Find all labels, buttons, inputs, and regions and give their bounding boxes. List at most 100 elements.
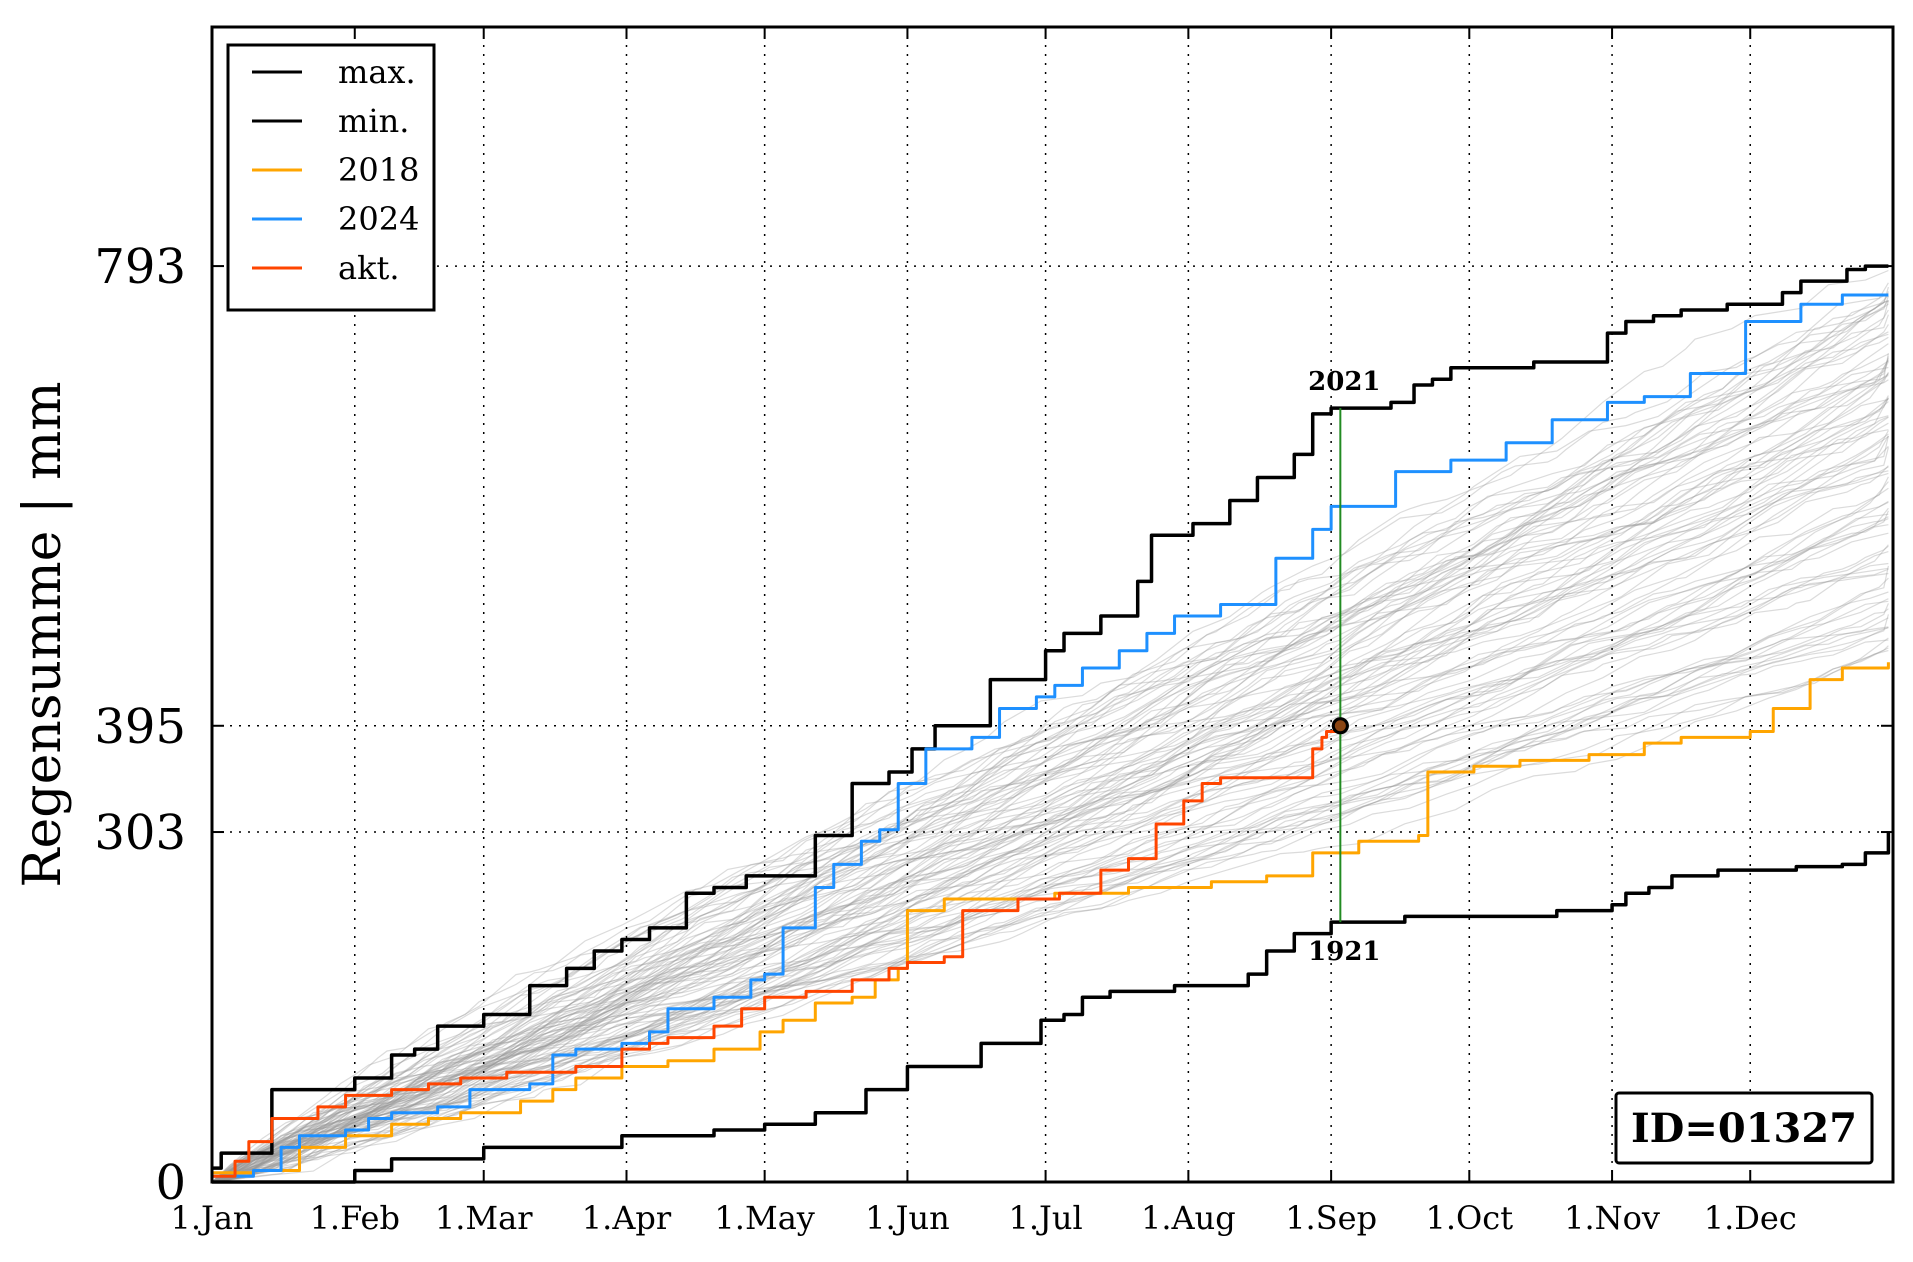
series-line-2024 (212, 293, 1889, 1178)
background-line (211, 300, 1889, 1183)
background-line (211, 366, 1889, 1183)
y-tick-label: 793 (94, 239, 186, 295)
background-line (211, 372, 1889, 1183)
id-box-frame (1614, 1091, 1874, 1165)
background-line (211, 269, 1889, 1183)
background-line (211, 374, 1889, 1183)
background-line (211, 372, 1889, 1183)
background-line (211, 647, 1889, 1183)
legend-entry-label: max. (338, 53, 416, 91)
background-line (211, 626, 1889, 1183)
legend-entry-label: akt. (338, 249, 400, 287)
background-line (211, 501, 1889, 1183)
x-tick-label: 1.Mar (435, 1199, 533, 1237)
background-line (211, 465, 1889, 1183)
background-line (211, 617, 1889, 1183)
y-tick-label: 0 (155, 1155, 186, 1211)
series-lines (212, 264, 1891, 1184)
background-line (211, 524, 1889, 1183)
background-line (211, 447, 1889, 1183)
background-line (211, 331, 1889, 1183)
legend-entry-label: 2018 (338, 151, 419, 189)
background-line (211, 291, 1889, 1183)
background-line (211, 295, 1889, 1183)
background-line (211, 379, 1889, 1183)
background-line (211, 551, 1889, 1183)
background-line (211, 415, 1889, 1183)
background-line (211, 567, 1889, 1183)
x-tick-label: 1.Sep (1285, 1199, 1377, 1237)
background-line (211, 359, 1889, 1183)
background-line (211, 398, 1889, 1183)
background-line (211, 476, 1889, 1183)
annotation-label: 1921 (1308, 937, 1380, 967)
background-line (211, 300, 1889, 1183)
background-history-lines (211, 269, 1889, 1183)
y-tick-label: 303 (94, 805, 186, 861)
background-line (211, 309, 1889, 1183)
id-box: ID=01327 (1614, 1091, 1874, 1165)
background-line (211, 627, 1889, 1183)
background-line (211, 532, 1889, 1183)
annotation-group: 2021 1921 (1308, 367, 1380, 967)
background-line (211, 333, 1889, 1183)
background-line (211, 470, 1889, 1183)
background-line (211, 360, 1889, 1183)
x-tick-label: 1.Jun (865, 1199, 950, 1237)
id-label: ID=01327 (1631, 1105, 1857, 1152)
background-line (211, 356, 1889, 1183)
x-tick-label: 1.Nov (1564, 1199, 1660, 1237)
background-line (211, 650, 1889, 1183)
background-line (211, 433, 1889, 1183)
highlight-marker (1331, 717, 1349, 735)
background-line (211, 545, 1889, 1183)
background-line (211, 358, 1889, 1183)
background-line (211, 645, 1889, 1183)
series-line-2018 (212, 662, 1890, 1175)
background-line (211, 353, 1889, 1183)
background-line (211, 435, 1889, 1183)
background-line (211, 518, 1889, 1183)
background-line (211, 299, 1889, 1183)
background-line (211, 361, 1889, 1183)
x-tick-label: 1.Jan (170, 1199, 253, 1237)
annotation-label: 2021 (1308, 367, 1380, 397)
background-line (211, 472, 1889, 1183)
background-line (211, 466, 1889, 1183)
background-line (211, 314, 1889, 1183)
background-line (211, 286, 1889, 1183)
background-line (211, 572, 1889, 1183)
x-tick-label: 1.May (714, 1199, 814, 1237)
background-line (211, 637, 1889, 1183)
background-line (211, 300, 1889, 1183)
background-line (211, 282, 1889, 1183)
background-line (211, 397, 1889, 1183)
background-line (211, 416, 1889, 1183)
background-line (211, 336, 1889, 1183)
y-tick-label: 395 (94, 699, 186, 755)
background-line (211, 430, 1889, 1183)
background-line (211, 397, 1889, 1183)
axis-ticks: 1.Jan 1.Feb 1.Mar 1.Apr 1.May 1.Jun 1.Jul 1.Aug… (94, 27, 1893, 1237)
background-line (211, 507, 1889, 1183)
background-line (211, 435, 1889, 1183)
background-line (211, 445, 1889, 1183)
background-line (211, 500, 1889, 1183)
x-tick-label: 1.Dec (1704, 1199, 1797, 1237)
legend-frame (226, 43, 436, 312)
background-line (211, 353, 1889, 1183)
background-line (211, 591, 1889, 1183)
y-axis-label: Regensumme | mm (13, 381, 73, 887)
x-tick-label: 1.Aug (1141, 1199, 1236, 1237)
background-line (211, 603, 1889, 1183)
background-line (211, 436, 1889, 1183)
x-tick-label: 1.Oct (1426, 1199, 1514, 1237)
series-line-akt (212, 725, 1338, 1178)
series-line-min (212, 832, 1891, 1184)
legend-entry-label: min. (338, 102, 409, 140)
x-tick-label: 1.Apr (582, 1199, 672, 1237)
background-line (211, 429, 1889, 1183)
background-line (211, 324, 1889, 1183)
legend-entry-label: 2024 (338, 200, 419, 238)
